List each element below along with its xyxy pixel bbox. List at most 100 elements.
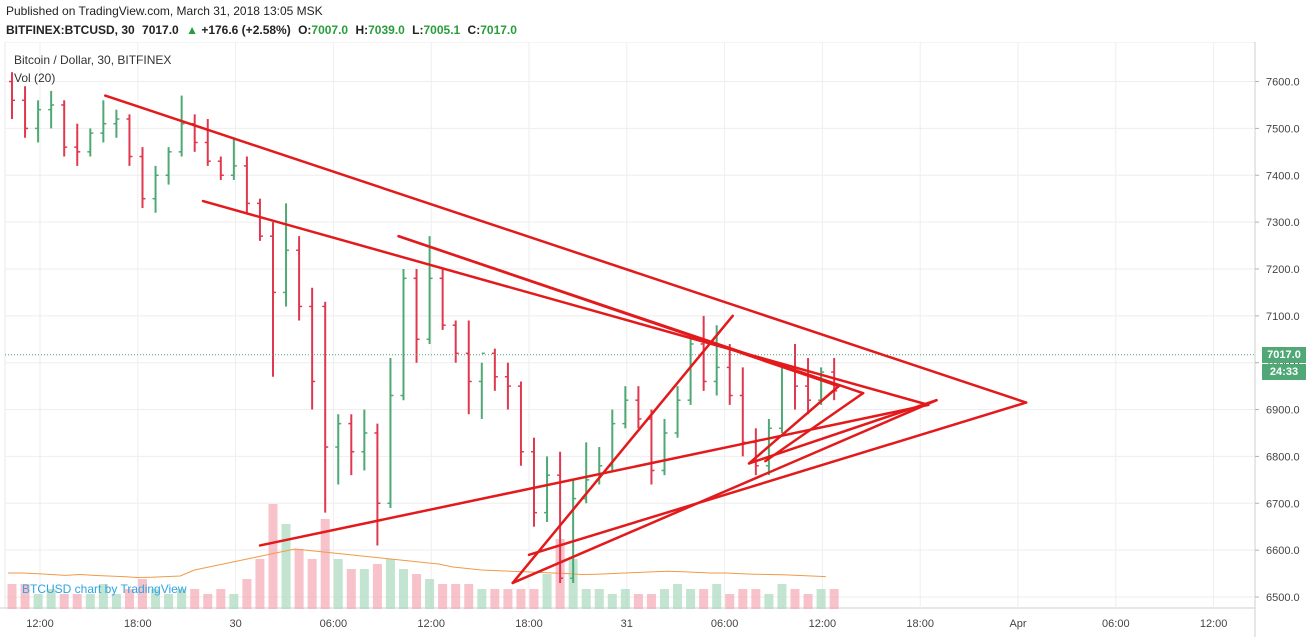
volume-bar: [620, 589, 630, 609]
volume-bar: [177, 589, 187, 609]
volume-bar: [568, 559, 578, 609]
symbol-quote-line: BITFINEX:BTCUSD, 30 7017.0 ▲ +176.6 (+2.…: [6, 23, 517, 37]
trendline-drawing: [527, 401, 1028, 557]
volume-bar: [594, 589, 604, 609]
y-tick-label: 7300.0: [1266, 217, 1300, 229]
volume-bar: [281, 524, 291, 609]
volume-ma-line: [8, 548, 826, 579]
volume-bar: [164, 594, 174, 609]
last-price-tag: 7017.0: [1262, 347, 1306, 363]
volume-bar: [294, 549, 304, 609]
watermark-link[interactable]: BTCUSD chart by TradingView: [22, 582, 187, 596]
volume-bar: [412, 574, 422, 609]
x-tick-label: 18:00: [906, 618, 934, 630]
volume-bar: [46, 589, 56, 609]
trendline-drawing: [747, 398, 938, 465]
y-tick-label: 7100.0: [1266, 311, 1300, 323]
volume-bar: [72, 594, 82, 609]
volume-bar: [138, 579, 147, 609]
volume-bar: [399, 569, 408, 609]
price-chart[interactable]: 6500.06600.06700.06800.06900.07000.07100…: [0, 42, 1312, 637]
volume-bar: [464, 584, 474, 609]
trendline-drawing: [103, 94, 1028, 404]
open-value: 7007.0: [311, 23, 349, 37]
chart-header: Published on TradingView.com, March 31, …: [0, 0, 1312, 42]
volume-bar: [516, 589, 526, 609]
volume-bar: [268, 504, 278, 609]
volume-bar: [242, 579, 252, 609]
up-arrow-icon: ▲: [186, 23, 198, 37]
volume-bar: [20, 584, 30, 609]
x-tick-label: 12:00: [417, 618, 445, 630]
low-value: 7005.1: [423, 23, 461, 37]
volume-bar: [803, 594, 813, 609]
volume-bar: [490, 589, 500, 609]
volume-bar: [646, 594, 656, 609]
trendline-drawing: [258, 403, 930, 547]
trendline-drawing: [201, 199, 930, 407]
change-value: +176.6 (+2.58%): [201, 23, 291, 37]
open-label: O:: [298, 23, 312, 37]
countdown-tag: 24:33: [1262, 364, 1306, 380]
y-tick-label: 7600.0: [1266, 77, 1300, 89]
high-value: 7039.0: [368, 23, 405, 37]
x-tick-label: 18:00: [124, 618, 152, 630]
x-tick-label: 18:00: [515, 618, 543, 630]
volume-bar: [777, 584, 787, 609]
y-tick-label: 6500.0: [1266, 592, 1300, 604]
trendline-drawing: [511, 314, 734, 585]
volume-bar: [764, 594, 774, 609]
volume-bar: [790, 589, 800, 609]
high-label: H:: [355, 23, 369, 37]
published-note: Published on TradingView.com, March 31, …: [6, 4, 323, 18]
volume-bar: [59, 594, 69, 609]
volume-bar: [712, 584, 722, 609]
y-tick-label: 6900.0: [1266, 405, 1300, 417]
x-tick-label: Apr: [1009, 618, 1026, 630]
x-tick-label: 12:00: [26, 618, 54, 630]
volume-bar: [660, 589, 669, 609]
x-tick-label: 30: [229, 618, 241, 630]
volume-bar: [438, 584, 448, 609]
volume-bar: [203, 594, 213, 609]
volume-bar: [255, 559, 265, 609]
volume-bar: [751, 589, 761, 609]
volume-bar: [98, 584, 108, 609]
y-tick-label: 6600.0: [1266, 545, 1300, 557]
close-label: C:: [467, 23, 481, 37]
volume-bar: [738, 589, 748, 609]
x-tick-label: 06:00: [1102, 618, 1130, 630]
volume-bar: [829, 589, 839, 609]
volume-indicator-label[interactable]: Vol (20): [14, 71, 56, 85]
volume-bar: [33, 594, 43, 609]
x-tick-label: 31: [621, 618, 633, 630]
volume-bar: [699, 589, 709, 609]
y-tick-label: 7400.0: [1266, 170, 1300, 182]
volume-bar: [529, 589, 539, 609]
x-tick-label: 12:00: [809, 618, 837, 630]
volume-bar: [425, 579, 435, 609]
trendline-drawing: [511, 398, 938, 585]
volume-bar: [725, 594, 735, 609]
volume-bar: [581, 589, 591, 609]
volume-bar: [190, 589, 200, 609]
trendline-drawing: [397, 234, 840, 388]
volume-bar: [346, 569, 356, 609]
volume-bar: [320, 519, 330, 609]
volume-bar: [333, 559, 343, 609]
volume-bar: [229, 594, 239, 609]
volume-bar: [151, 589, 161, 609]
volume-bar: [7, 584, 17, 609]
volume-bar: [477, 589, 487, 609]
low-label: L:: [412, 23, 424, 37]
x-tick-label: 06:00: [320, 618, 348, 630]
y-tick-label: 6700.0: [1266, 498, 1300, 510]
symbol-label[interactable]: BITFINEX:BTCUSD, 30: [6, 23, 135, 37]
x-tick-label: 06:00: [711, 618, 739, 630]
chart-title: Bitcoin / Dollar, 30, BITFINEX: [14, 53, 172, 67]
y-tick-label: 6800.0: [1266, 451, 1300, 463]
volume-bar: [633, 594, 643, 609]
volume-bar: [85, 594, 95, 609]
volume-bar: [816, 589, 826, 609]
volume-bar: [385, 559, 395, 609]
